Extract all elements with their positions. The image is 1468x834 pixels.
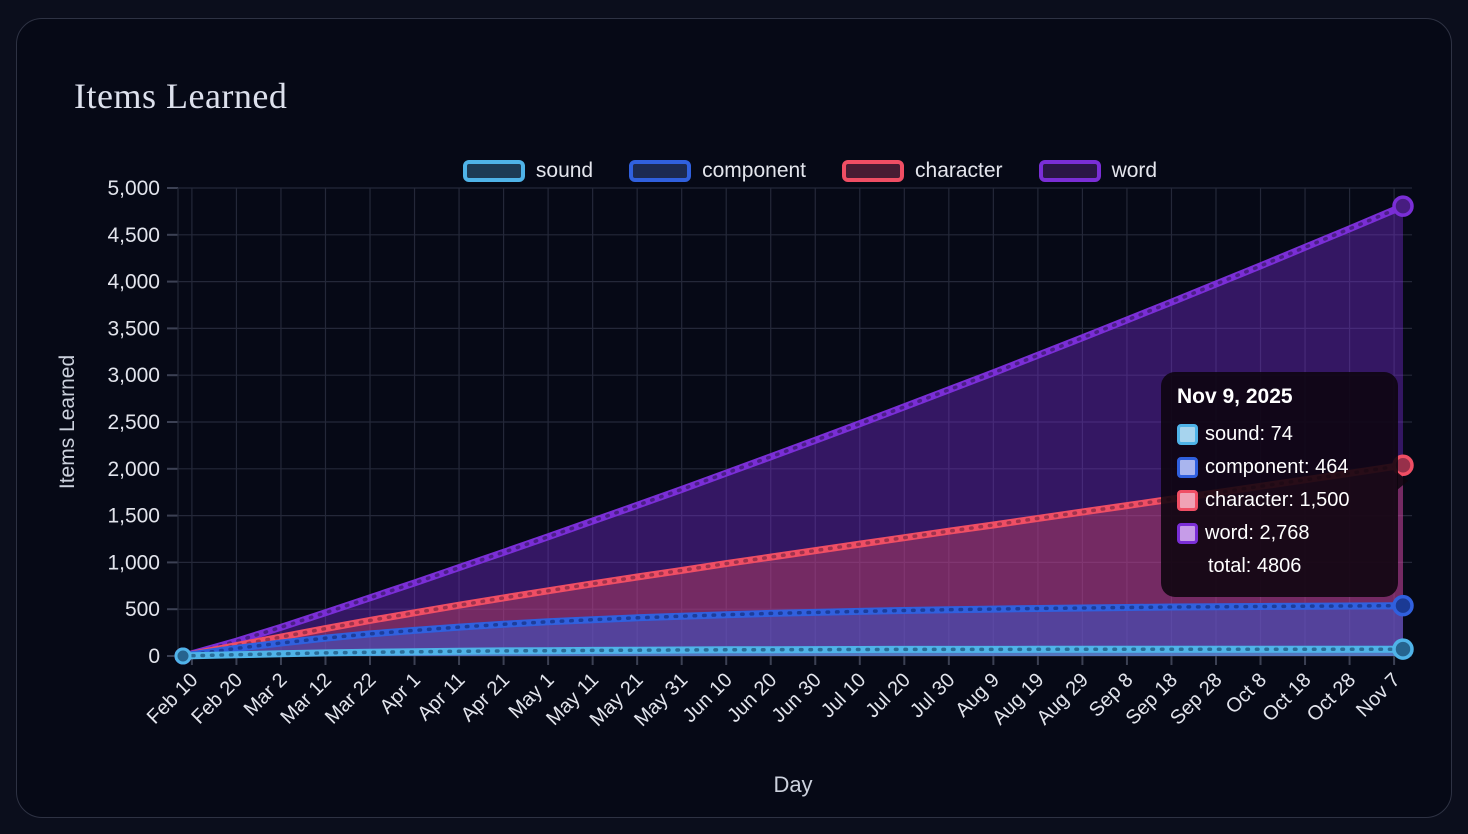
legend-item-word[interactable]: word — [1038, 159, 1158, 183]
chart-title: Items Learned — [74, 76, 288, 116]
y-tick-label: 3,500 — [107, 317, 160, 340]
x-tick-label: Apr 11 — [413, 669, 469, 725]
y-tick-label: 2,500 — [107, 411, 160, 434]
x-tick-label: Jun 20 — [723, 669, 781, 727]
x-tick-label: Jun 10 — [679, 669, 737, 727]
chart-tooltip: Nov 9, 2025 sound: 74 component: 464 chara… — [1161, 372, 1408, 597]
y-tick-label: 1,500 — [107, 505, 160, 528]
tooltip-total: total: 4806 — [1208, 555, 1302, 577]
legend-label: character — [915, 159, 1003, 182]
legend-swatch-component — [629, 160, 692, 182]
end-point-word[interactable] — [1392, 195, 1414, 217]
y-tick-label: 4,000 — [107, 271, 160, 294]
tooltip-swatch-word — [1177, 523, 1198, 544]
line-markers-component — [181, 603, 1405, 658]
end-point-component[interactable] — [1392, 594, 1414, 617]
x-tick-label: Apr 21 — [457, 669, 514, 726]
x-tick-label: Oct 18 — [1258, 669, 1315, 726]
tooltip-swatch-component — [1177, 457, 1198, 478]
tooltip-row-character: character: 1,500 — [1177, 484, 1382, 517]
x-tick-label: Nov 7 — [1352, 669, 1405, 722]
legend-label: word — [1111, 159, 1158, 182]
chart-legend: sound component character word — [200, 159, 1420, 183]
y-tick-label: 2,000 — [107, 458, 160, 481]
x-tick-label: Jun 30 — [768, 669, 826, 727]
y-tick-label: 500 — [125, 598, 160, 621]
x-tick-label: Jul 10 — [817, 669, 870, 722]
x-tick-label: Feb 20 — [187, 669, 247, 729]
tooltip-row-sound: sound: 74 — [1177, 418, 1382, 451]
x-tick-label: Mar 22 — [321, 669, 381, 729]
legend-item-sound[interactable]: sound — [462, 159, 594, 183]
line-markers-word — [181, 204, 1405, 658]
y-axis-title: Items Learned — [56, 355, 79, 489]
area-word — [183, 206, 1403, 656]
y-tick-label: 5,000 — [107, 177, 160, 200]
y-tick-label: 0 — [148, 645, 160, 668]
x-tick-label: Oct 28 — [1303, 669, 1360, 726]
y-tick-label: 1,000 — [107, 551, 160, 574]
legend-item-character[interactable]: character — [842, 159, 1003, 183]
tooltip-value: component: 464 — [1205, 456, 1349, 478]
legend-swatch-word — [1038, 160, 1101, 182]
area-component — [183, 605, 1403, 656]
legend-label: component — [702, 159, 807, 182]
line-markers-sound — [181, 647, 1405, 658]
legend-label: sound — [535, 159, 594, 182]
x-tick-label: Jul 20 — [862, 669, 915, 722]
x-tick-label: Jul 30 — [906, 669, 959, 722]
tooltip-value: word: 2,768 — [1205, 522, 1310, 544]
tooltip-row-component: component: 464 — [1177, 451, 1382, 484]
tooltip-swatch-sound — [1177, 424, 1198, 445]
end-point-sound[interactable] — [1392, 638, 1414, 660]
y-tick-label: 4,500 — [107, 224, 160, 247]
start-point-sound — [174, 647, 192, 665]
legend-item-component[interactable]: component — [629, 159, 806, 183]
x-axis-title: Day — [773, 772, 812, 797]
legend-swatch-character — [842, 160, 905, 182]
legend-swatch-sound — [462, 160, 525, 182]
tooltip-value: character: 1,500 — [1205, 489, 1350, 511]
tooltip-date: Nov 9, 2025 — [1177, 385, 1293, 408]
tooltip-swatch-character — [1177, 490, 1198, 511]
tooltip-value: sound: 74 — [1205, 423, 1293, 445]
tooltip-row-word: word: 2,768 — [1177, 517, 1382, 550]
y-tick-label: 3,000 — [107, 364, 160, 387]
